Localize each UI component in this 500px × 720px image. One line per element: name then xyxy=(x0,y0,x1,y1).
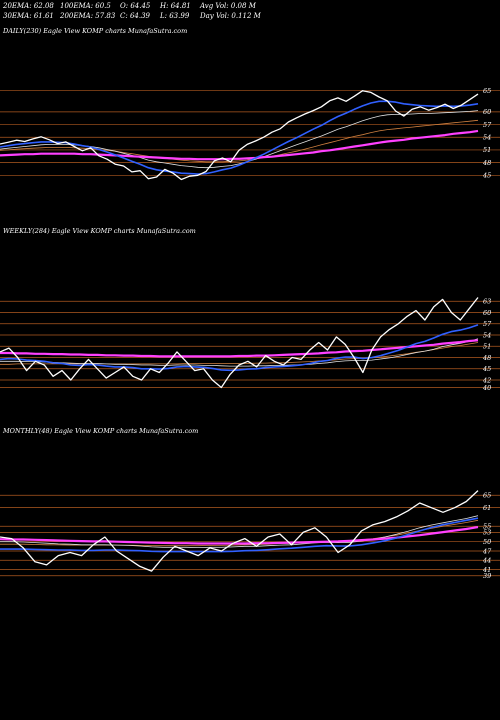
header-200ema: 200EMA: 57.83 xyxy=(60,12,116,20)
weekly-y-tick-label: 42 xyxy=(482,376,491,384)
weekly-panel-title: WEEKLY(284) Eagle View KOMP charts Munaf… xyxy=(3,227,196,235)
weekly-y-tick-label: 51 xyxy=(483,343,491,351)
weekly-ema-slow-line xyxy=(0,339,479,358)
monthly-y-tick-label: 55 xyxy=(483,523,491,531)
header-open: O: 64.45 xyxy=(120,2,151,10)
monthly-ema-long-line xyxy=(0,515,479,548)
daily-y-tick-label: 65 xyxy=(483,87,491,95)
daily-panel-title: DAILY(230) Eagle View KOMP charts Munafa… xyxy=(3,27,188,35)
header-avg-vol: Avg Vol: 0.08 M xyxy=(200,2,256,10)
header-30ema: 30EMA: 61.61 xyxy=(3,12,54,20)
monthly-y-tick-label: 50 xyxy=(483,538,491,546)
monthly-y-tick-label: 53 xyxy=(483,529,491,537)
header-20ema: 20EMA: 62.08 xyxy=(3,2,54,10)
daily-y-tick-label: 54 xyxy=(483,134,491,142)
header-high: H: 64.81 xyxy=(160,2,191,10)
header-day-vol: Day Vol: 0.112 M xyxy=(200,12,261,20)
weekly-y-tick-label: 40 xyxy=(482,384,491,392)
daily-ema-mid-line xyxy=(0,119,479,163)
daily-y-tick-label: 45 xyxy=(482,172,491,180)
weekly-ema-fast-line xyxy=(0,324,479,372)
header-low: L: 63.99 xyxy=(160,12,190,20)
header-100ema: 100EMA: 60.5 xyxy=(60,2,111,10)
monthly-y-tick-label: 61 xyxy=(483,504,491,512)
weekly-y-tick-label: 48 xyxy=(482,354,491,362)
weekly-price-line xyxy=(0,297,479,389)
daily-ema-slow-line xyxy=(0,129,479,161)
monthly-y-tick-label: 41 xyxy=(482,566,491,574)
header-close: C: 64.39 xyxy=(120,12,150,20)
weekly-ema-long-line xyxy=(0,338,479,367)
daily-ema-fast-line xyxy=(0,100,479,175)
monthly-y-tick-label: 39 xyxy=(483,572,491,580)
daily-y-tick-label: 51 xyxy=(483,146,491,154)
monthly-panel-title: MONTHLY(48) Eagle View KOMP charts Munaf… xyxy=(3,427,199,435)
monthly-ema-fast-line xyxy=(0,517,479,553)
daily-y-tick-label: 60 xyxy=(483,108,491,116)
daily-y-tick-label: 57 xyxy=(483,121,492,129)
weekly-y-tick-label: 57 xyxy=(483,320,492,328)
monthly-y-tick-label: 44 xyxy=(482,557,491,565)
weekly-y-tick-label: 45 xyxy=(482,365,491,373)
daily-price-line xyxy=(0,90,479,181)
weekly-y-tick-label: 60 xyxy=(483,309,491,317)
daily-y-tick-label: 48 xyxy=(482,159,491,167)
monthly-price-line xyxy=(0,490,479,572)
monthly-y-tick-label: 47 xyxy=(482,547,492,555)
weekly-y-tick-label: 54 xyxy=(483,331,491,339)
weekly-y-tick-label: 63 xyxy=(483,298,491,306)
monthly-y-tick-label: 65 xyxy=(483,492,491,500)
